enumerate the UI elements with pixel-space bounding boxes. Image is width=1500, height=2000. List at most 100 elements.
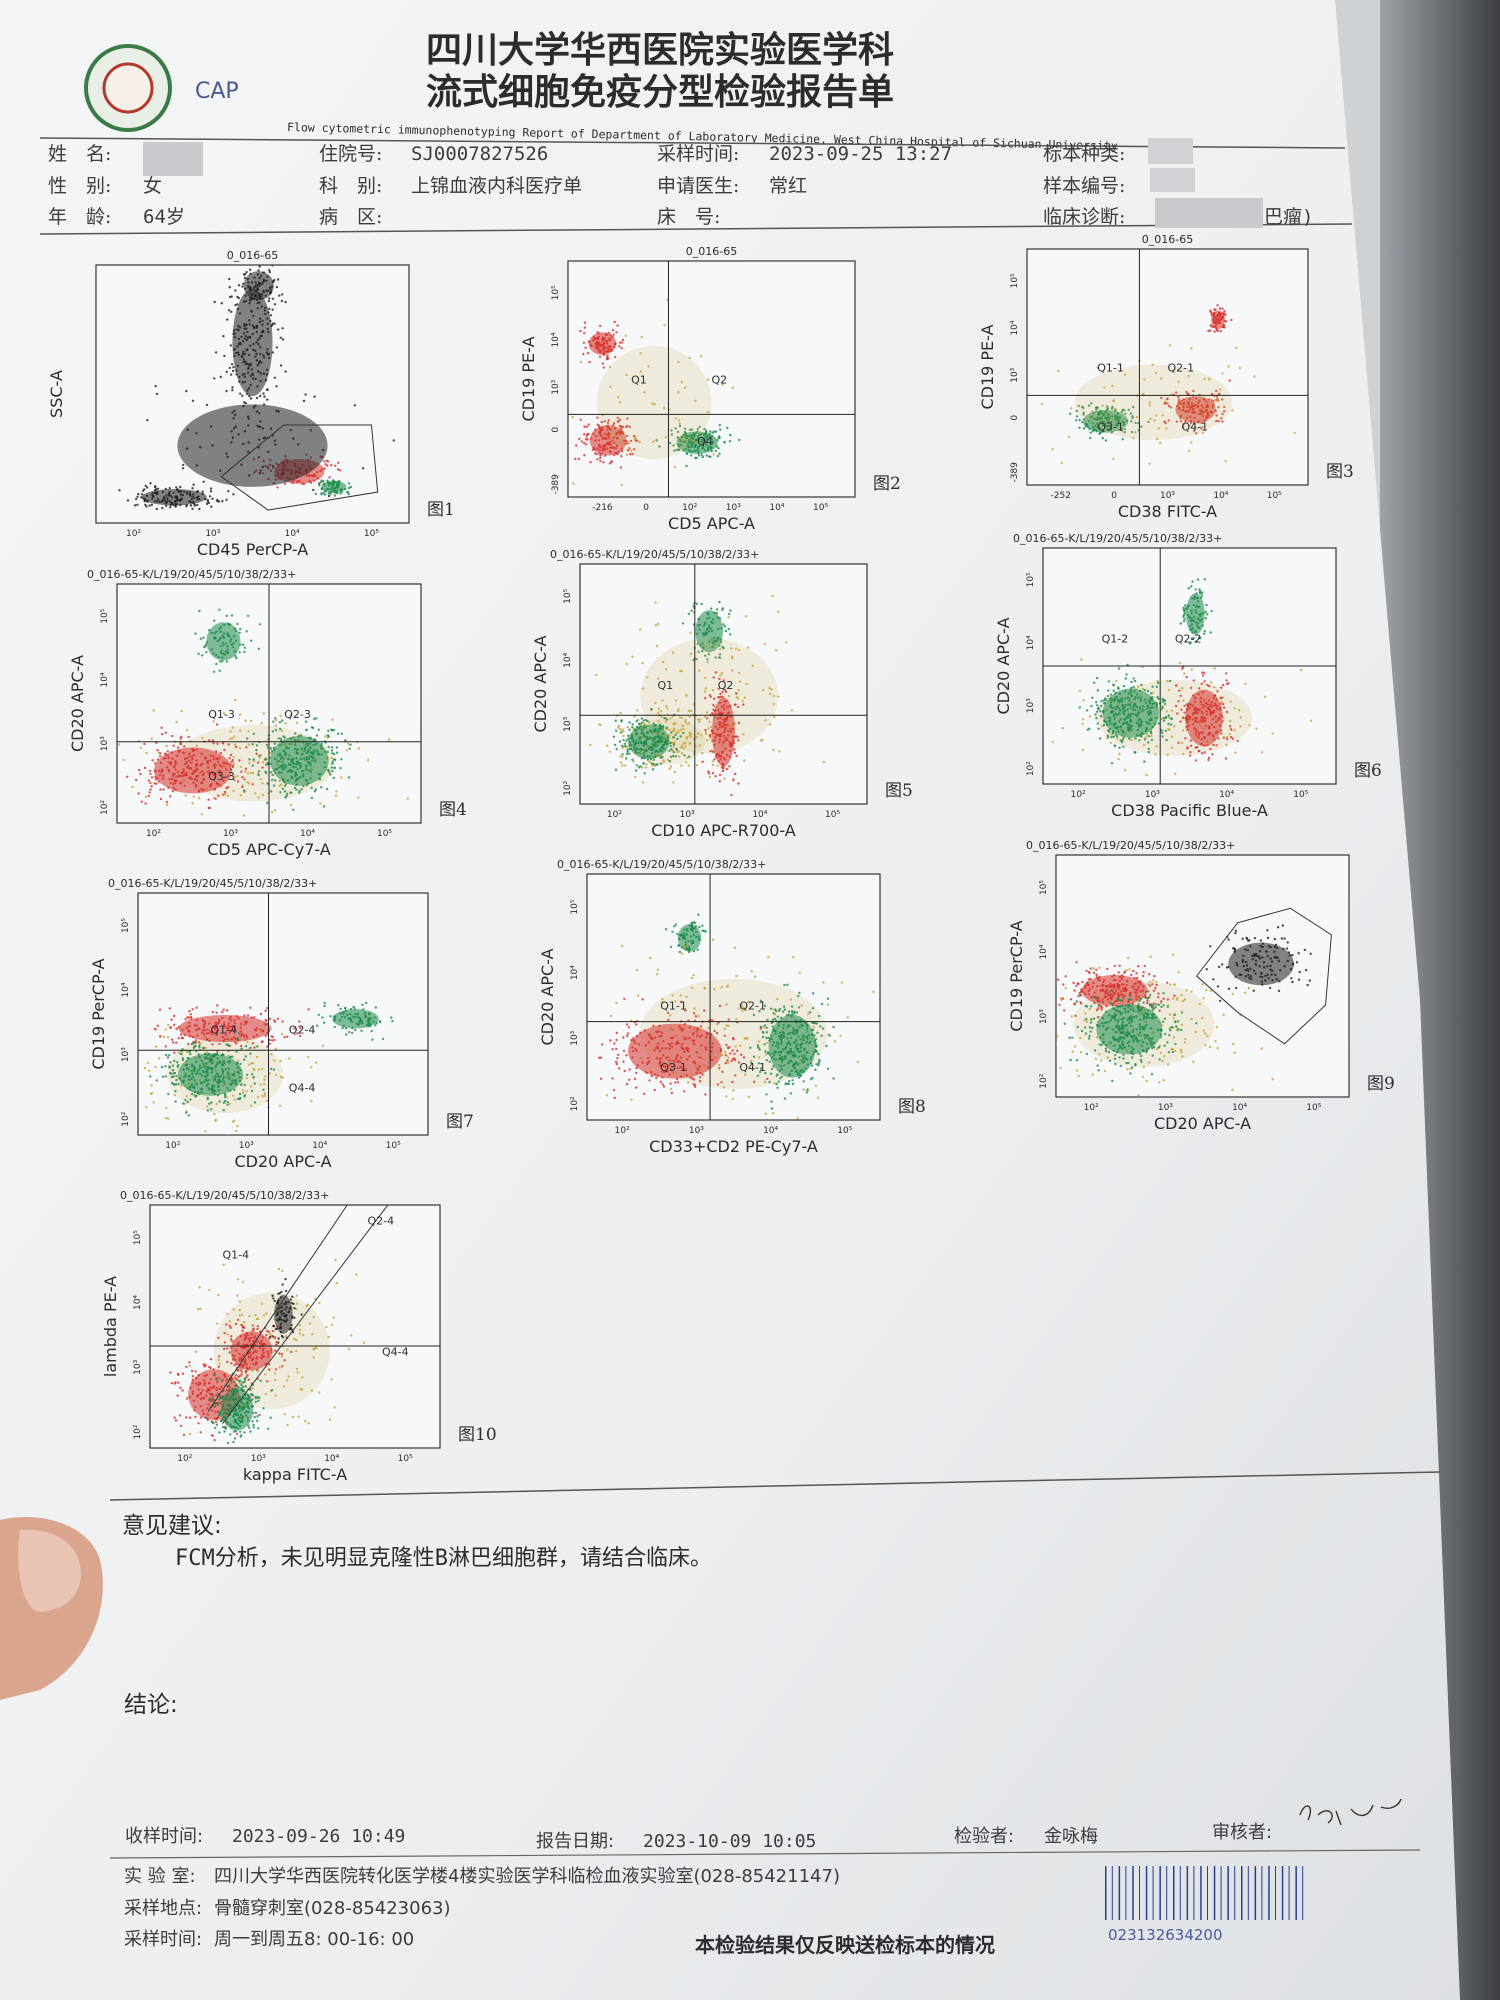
event-dot xyxy=(257,774,260,777)
event-dot xyxy=(1130,738,1133,742)
event-dot xyxy=(1108,416,1111,419)
event-dot xyxy=(156,1024,159,1027)
event-dot xyxy=(217,760,220,764)
event-dot xyxy=(173,1059,176,1063)
event-dot xyxy=(229,737,232,740)
event-dot xyxy=(251,373,255,377)
event-dot xyxy=(238,312,242,315)
event-dot xyxy=(1207,699,1210,702)
event-dot xyxy=(240,335,243,339)
event-dot xyxy=(707,624,711,627)
event-dot xyxy=(328,771,331,774)
event-dot xyxy=(244,770,247,773)
event-dot xyxy=(714,449,718,453)
event-dot xyxy=(583,326,587,329)
x-tick-label: 10⁴ xyxy=(300,829,315,839)
x-tick-label: 10⁴ xyxy=(285,529,300,539)
y-tick-label: -389 xyxy=(551,474,561,495)
event-dot xyxy=(685,735,689,739)
event-dot xyxy=(266,1045,269,1048)
event-dot xyxy=(609,333,612,337)
event-dot xyxy=(208,1102,211,1105)
event-dot xyxy=(191,1086,194,1089)
event-dot xyxy=(180,497,183,501)
event-dot xyxy=(309,777,312,780)
event-dot xyxy=(310,786,313,790)
event-dot xyxy=(236,774,239,778)
event-dot xyxy=(253,285,256,289)
event-dot xyxy=(1198,614,1202,618)
event-dot xyxy=(1182,620,1186,623)
hospital-title: 四川大学华西医院实验医学科 xyxy=(426,29,894,71)
event-dot xyxy=(778,750,781,753)
event-dot xyxy=(1119,709,1122,712)
event-dot xyxy=(737,739,740,742)
event-dot xyxy=(596,458,599,461)
event-dot xyxy=(578,437,581,441)
event-dot xyxy=(213,788,216,791)
event-dot xyxy=(715,755,718,759)
event-dot xyxy=(172,1075,175,1078)
event-dot xyxy=(174,1100,177,1103)
event-dot xyxy=(722,718,725,721)
event-dot xyxy=(242,282,245,285)
event-dot xyxy=(735,754,738,758)
event-dot xyxy=(353,404,357,407)
event-dot xyxy=(1086,425,1090,428)
event-dot xyxy=(690,921,693,925)
event-dot xyxy=(233,778,236,781)
event-dot xyxy=(157,780,160,783)
event-dot xyxy=(195,779,198,782)
event-dot xyxy=(611,446,614,449)
field-label: 申请医生: xyxy=(657,175,739,197)
event-dot xyxy=(659,762,663,765)
event-dot xyxy=(276,767,279,770)
event-dot xyxy=(271,308,274,311)
event-dot xyxy=(674,699,678,702)
event-dot xyxy=(229,730,232,733)
event-dot xyxy=(1184,420,1187,423)
event-dot xyxy=(277,410,280,413)
event-dot xyxy=(273,1059,276,1062)
event-dot xyxy=(231,388,234,392)
event-dot xyxy=(702,646,705,649)
event-dot xyxy=(194,632,197,635)
event-dot xyxy=(346,1013,349,1016)
event-dot xyxy=(1110,415,1114,418)
event-dot xyxy=(278,1104,282,1108)
event-dot xyxy=(246,614,250,618)
event-dot xyxy=(319,469,322,473)
event-dot xyxy=(710,450,713,453)
event-dot xyxy=(1160,396,1163,400)
event-dot xyxy=(226,1096,229,1099)
event-dot xyxy=(207,1078,210,1082)
event-dot xyxy=(728,765,731,768)
event-dot xyxy=(237,324,240,328)
event-dot xyxy=(725,715,729,718)
event-dot xyxy=(295,773,298,777)
event-dot xyxy=(150,737,153,740)
event-dot xyxy=(598,426,601,430)
event-dot xyxy=(310,1099,313,1103)
event-dot xyxy=(717,436,720,439)
event-dot xyxy=(1143,688,1147,692)
event-dot xyxy=(1212,403,1215,406)
event-dot xyxy=(1097,707,1100,711)
event-dot xyxy=(209,754,212,758)
event-dot xyxy=(227,490,230,493)
event-dot xyxy=(1155,685,1159,688)
event-dot xyxy=(172,782,175,786)
x-axis-label: CD5 APC-A xyxy=(668,514,755,533)
event-dot xyxy=(645,763,648,766)
event-dot xyxy=(1100,430,1104,434)
event-dot xyxy=(267,356,271,360)
event-dot xyxy=(198,507,201,511)
event-dot xyxy=(195,763,198,767)
event-dot xyxy=(230,760,233,763)
event-dot xyxy=(339,488,343,491)
event-dot xyxy=(672,651,675,654)
event-dot xyxy=(197,1041,201,1044)
event-dot xyxy=(736,705,740,709)
event-dot xyxy=(312,488,315,492)
event-dot xyxy=(1091,421,1095,425)
